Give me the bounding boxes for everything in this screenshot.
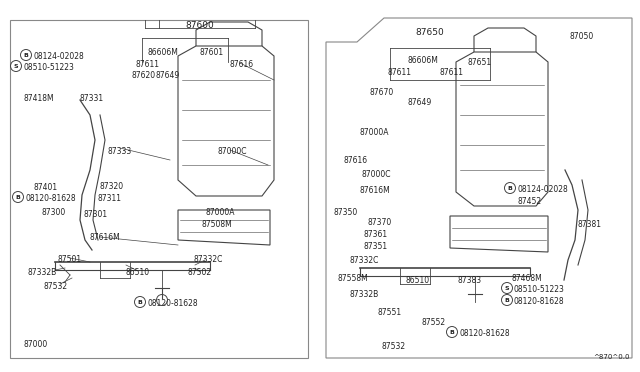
Text: 87620: 87620 <box>132 71 156 80</box>
Text: 87331: 87331 <box>79 94 103 103</box>
Text: 87332C: 87332C <box>194 255 223 264</box>
Text: 87333: 87333 <box>107 147 131 156</box>
Text: 87381: 87381 <box>578 220 602 229</box>
Text: ^870^0.0: ^870^0.0 <box>593 354 630 360</box>
Text: 87332C: 87332C <box>350 256 380 265</box>
Text: B: B <box>504 298 509 302</box>
Text: 08120-81628: 08120-81628 <box>25 194 76 203</box>
Text: 87350: 87350 <box>334 208 358 217</box>
Text: 86510: 86510 <box>126 268 150 277</box>
Text: 87508M: 87508M <box>202 220 233 229</box>
Text: 87468M: 87468M <box>511 274 541 283</box>
Text: 87452: 87452 <box>517 197 541 206</box>
Text: 87301: 87301 <box>83 210 107 219</box>
Text: 87501: 87501 <box>57 255 81 264</box>
Text: B: B <box>449 330 454 334</box>
Text: 87650: 87650 <box>415 28 444 37</box>
Text: B: B <box>138 299 143 305</box>
Text: 86606M: 86606M <box>408 56 439 65</box>
Text: 87361: 87361 <box>364 230 388 239</box>
Text: 87558M: 87558M <box>338 274 369 283</box>
Text: 87611: 87611 <box>388 68 412 77</box>
Text: 08510-51223: 08510-51223 <box>514 285 565 294</box>
Text: 87611: 87611 <box>136 60 160 69</box>
Text: 87532: 87532 <box>381 342 405 351</box>
Text: 87502: 87502 <box>188 268 212 277</box>
Text: 87383: 87383 <box>457 276 481 285</box>
Text: 86606M: 86606M <box>148 48 179 57</box>
Text: S: S <box>505 285 509 291</box>
Text: B: B <box>508 186 513 190</box>
Text: 87351: 87351 <box>364 242 388 251</box>
Text: 87532: 87532 <box>44 282 68 291</box>
Text: 87050: 87050 <box>570 32 595 41</box>
Text: 87000A: 87000A <box>360 128 390 137</box>
Text: 87551: 87551 <box>377 308 401 317</box>
Text: 87311: 87311 <box>98 194 122 203</box>
Text: 87552: 87552 <box>422 318 446 327</box>
Text: 87600: 87600 <box>186 20 214 29</box>
Text: 08120-81628: 08120-81628 <box>514 297 564 306</box>
Text: 08124-02028: 08124-02028 <box>517 185 568 194</box>
Text: 87616: 87616 <box>343 156 367 165</box>
Text: 87000C: 87000C <box>218 147 248 156</box>
Text: S: S <box>13 64 19 68</box>
Text: 87332B: 87332B <box>350 290 380 299</box>
Text: 87651: 87651 <box>468 58 492 67</box>
Text: B: B <box>24 52 28 58</box>
Text: 86510: 86510 <box>405 276 429 285</box>
Text: 08510-51223: 08510-51223 <box>23 63 74 72</box>
Text: 87670: 87670 <box>370 88 394 97</box>
Text: 87649: 87649 <box>407 98 431 107</box>
Text: 08120-81628: 08120-81628 <box>147 299 198 308</box>
Text: 87000C: 87000C <box>362 170 392 179</box>
Text: 87000: 87000 <box>24 340 48 349</box>
Text: 87616: 87616 <box>229 60 253 69</box>
Text: 87320: 87320 <box>100 182 124 191</box>
Text: 08124-02028: 08124-02028 <box>33 52 84 61</box>
Text: 87616M: 87616M <box>360 186 391 195</box>
Text: 08120-81628: 08120-81628 <box>459 329 509 338</box>
Text: B: B <box>15 195 20 199</box>
Text: 87616M: 87616M <box>89 233 120 242</box>
Text: 87370: 87370 <box>368 218 392 227</box>
Text: 87000A: 87000A <box>206 208 236 217</box>
Text: 87332B: 87332B <box>28 268 57 277</box>
Text: 87418M: 87418M <box>24 94 54 103</box>
Text: 87649: 87649 <box>155 71 179 80</box>
Text: 87611: 87611 <box>440 68 464 77</box>
Text: 87401: 87401 <box>33 183 57 192</box>
Text: 87300: 87300 <box>42 208 67 217</box>
Text: 87601: 87601 <box>200 48 224 57</box>
